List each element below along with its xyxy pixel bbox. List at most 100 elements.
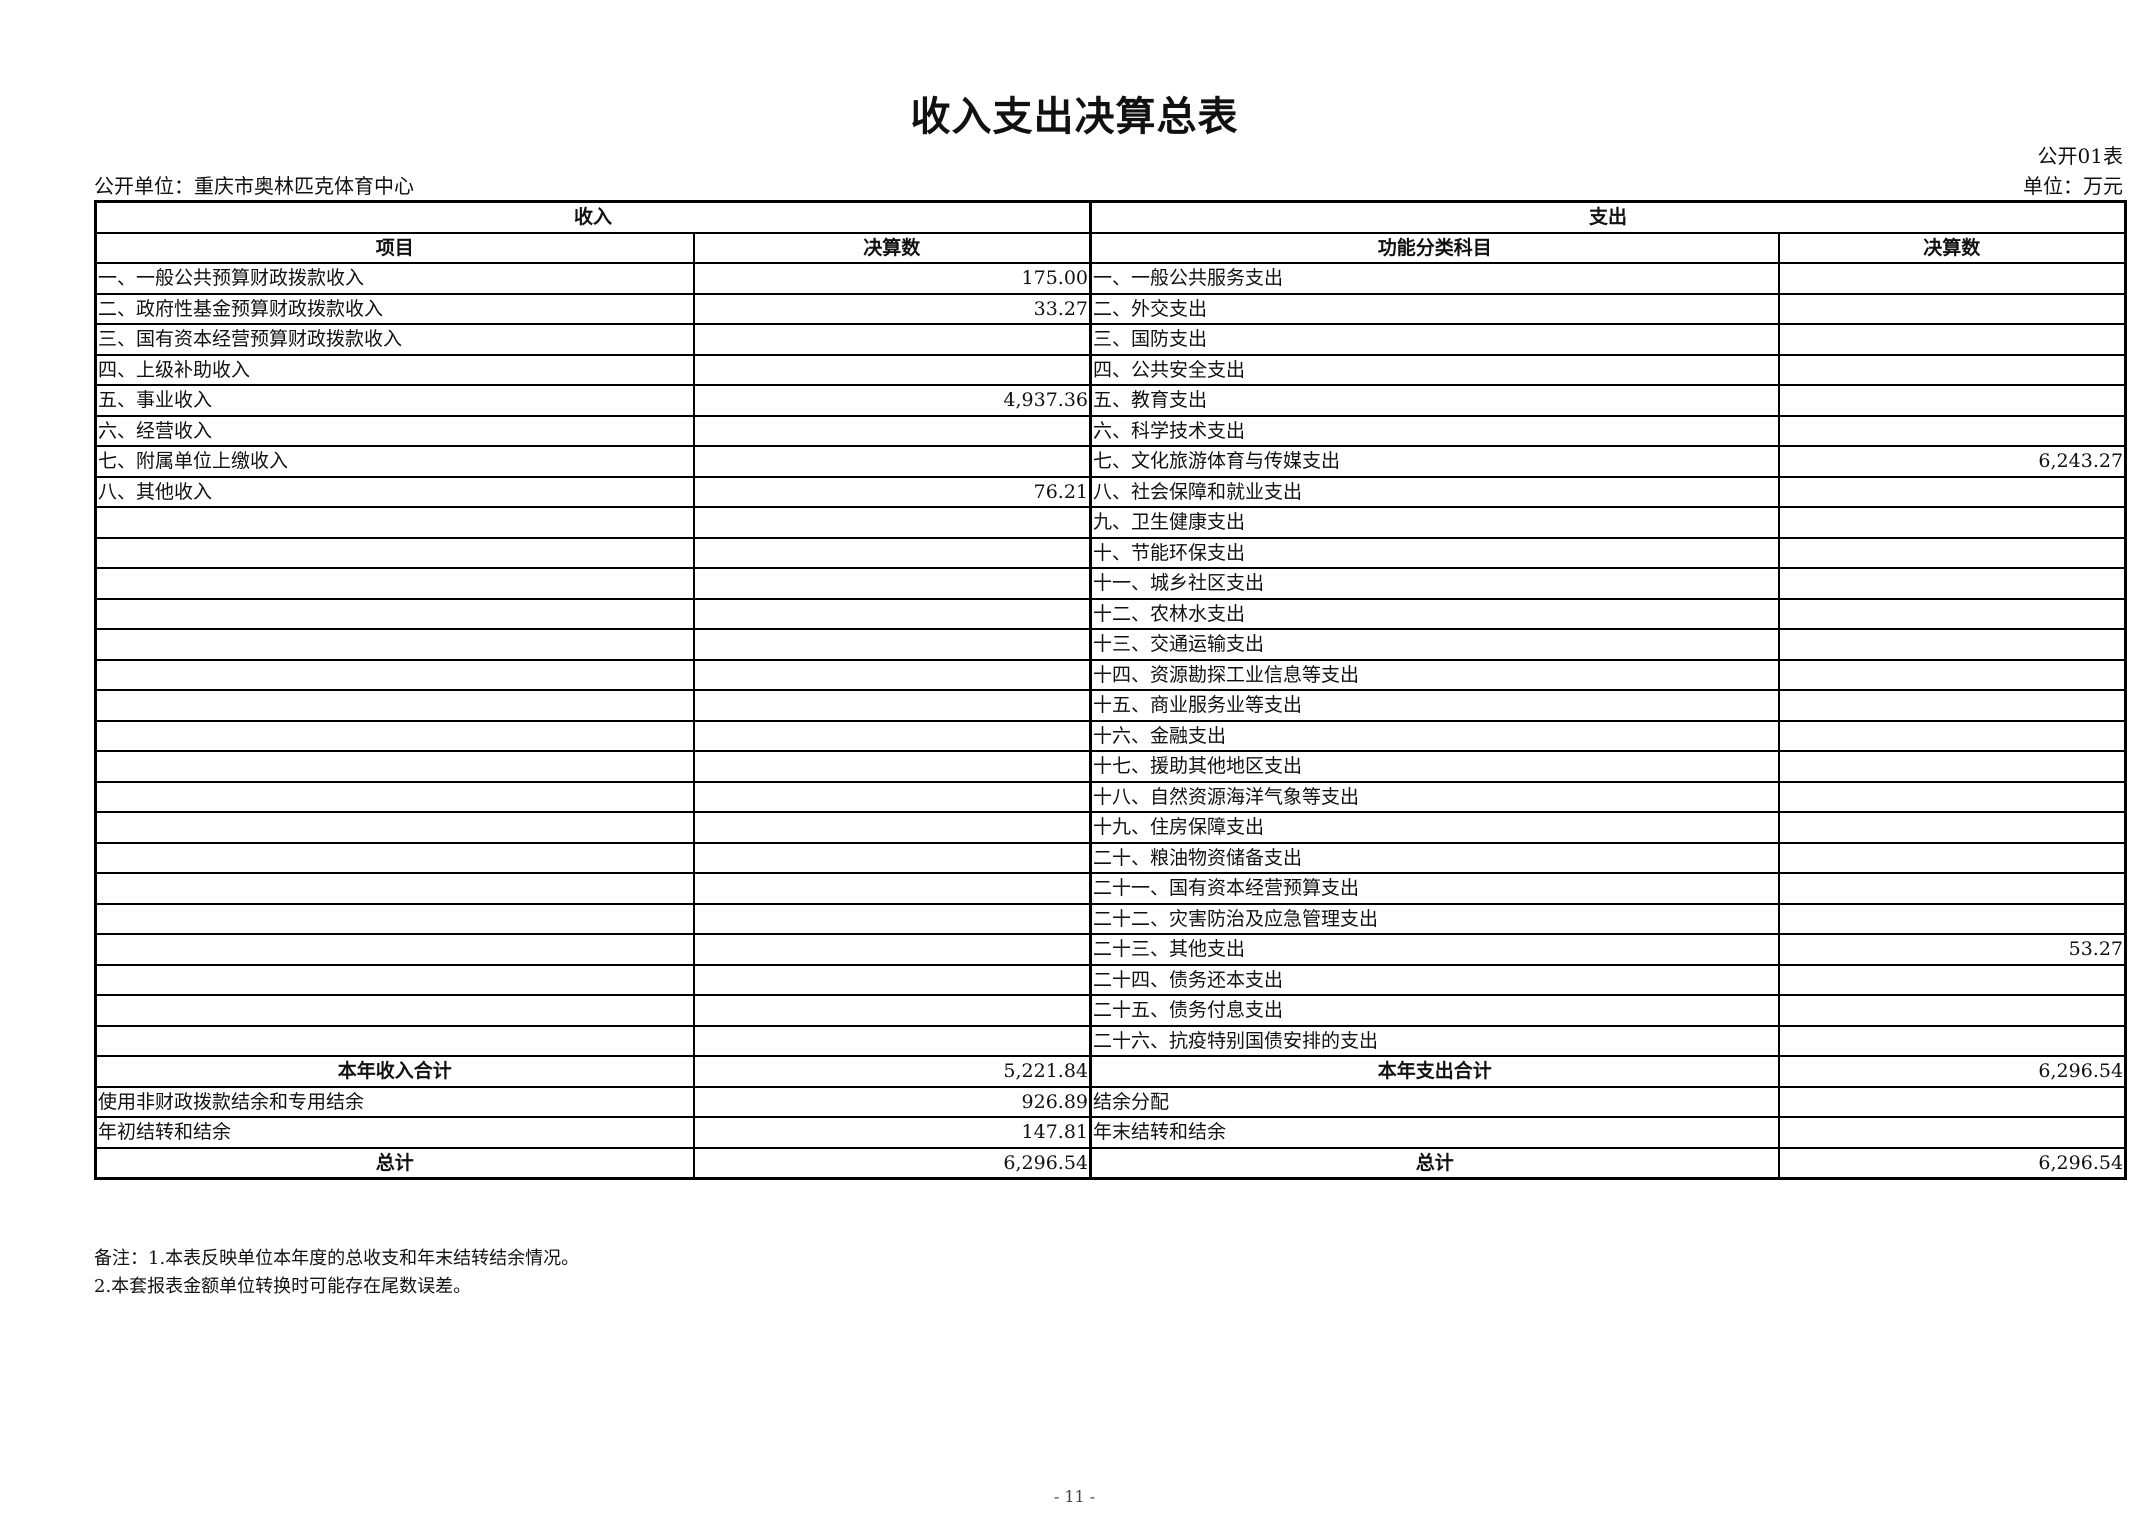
- expense-amount: 6,296.54: [1777, 1146, 2127, 1180]
- income-item-label: 使用非财政拨款结余和专用结余: [94, 1085, 695, 1118]
- expense-amount: [1777, 353, 2127, 386]
- note-2: 2.本套报表金额单位转换时可能存在尾数误差。: [94, 1276, 472, 1297]
- expense-item-label: 十五、商业服务业等支出: [1089, 689, 1780, 722]
- summary-row: 总计 6,296.54 总计 6,296.54: [94, 1146, 2127, 1180]
- income-item-label: 三、国有资本经营预算财政拨款收入: [94, 323, 695, 356]
- expense-item-label: 总计: [1089, 1146, 1780, 1180]
- expense-item-label: 十六、金融支出: [1089, 719, 1780, 752]
- expense-item-label: 二十二、灾害防治及应急管理支出: [1089, 902, 1780, 935]
- table-row: 二十、粮油物资储备支出: [94, 841, 2127, 874]
- income-item-label: 四、上级补助收入: [94, 353, 695, 386]
- table-row: 十二、农林水支出: [94, 597, 2127, 630]
- expense-item-label: 十七、援助其他地区支出: [1089, 750, 1780, 783]
- summary-row: 使用非财政拨款结余和专用结余 926.89 结余分配: [94, 1085, 2127, 1118]
- income-item-label: 五、事业收入: [94, 384, 695, 417]
- expense-amount: [1777, 689, 2127, 722]
- income-amount: 147.81: [692, 1116, 1093, 1149]
- expense-item-label: 十九、住房保障支出: [1089, 811, 1780, 844]
- table-row: 二十一、国有资本经营预算支出: [94, 872, 2127, 905]
- expense-section-header: 支出: [1089, 200, 2127, 234]
- table-row: 二十四、债务还本支出: [94, 963, 2127, 996]
- expense-item-label: 八、社会保障和就业支出: [1089, 475, 1780, 508]
- income-amount: 5,221.84: [692, 1055, 1093, 1088]
- expense-item-label: 二十五、债务付息支出: [1089, 994, 1780, 1027]
- expense-item-label: 二、外交支出: [1089, 292, 1780, 325]
- income-item-label: [94, 536, 695, 569]
- income-amount: [692, 353, 1093, 386]
- table-row: 十四、资源勘探工业信息等支出: [94, 658, 2127, 691]
- income-item-label: [94, 841, 695, 874]
- income-amount: [692, 872, 1093, 905]
- table-row: 十八、自然资源海洋气象等支出: [94, 780, 2127, 813]
- income-amount: [692, 658, 1093, 691]
- summary-row: 本年收入合计 5,221.84 本年支出合计 6,296.54: [94, 1055, 2127, 1088]
- expense-item-label: 九、卫生健康支出: [1089, 506, 1780, 539]
- expense-amount: [1777, 536, 2127, 569]
- expense-amount: [1777, 780, 2127, 813]
- income-item-label: [94, 506, 695, 539]
- expense-item-label: 结余分配: [1089, 1085, 1780, 1118]
- income-item-label: [94, 719, 695, 752]
- expense-amount: [1777, 811, 2127, 844]
- column-header-row: 项目 决算数 功能分类科目 决算数: [94, 231, 2127, 264]
- income-amount: [692, 567, 1093, 600]
- table-code: 公开01表: [2037, 144, 2123, 168]
- income-item-label: [94, 1024, 695, 1057]
- income-amount: [692, 811, 1093, 844]
- expense-item-label: 十四、资源勘探工业信息等支出: [1089, 658, 1780, 691]
- income-amount: [692, 323, 1093, 356]
- income-item-label: 一、一般公共预算财政拨款收入: [94, 262, 695, 295]
- expense-item-label: 十一、城乡社区支出: [1089, 567, 1780, 600]
- expense-amount: [1777, 963, 2127, 996]
- expense-amount: [1777, 414, 2127, 447]
- income-item-label: [94, 689, 695, 722]
- income-amount: [692, 689, 1093, 722]
- table-row: 十、节能环保支出: [94, 536, 2127, 569]
- table-row: 八、其他收入 76.21 八、社会保障和就业支出: [94, 475, 2127, 508]
- income-amount: [692, 841, 1093, 874]
- expense-item-label: 二十、粮油物资储备支出: [1089, 841, 1780, 874]
- amount-column-header: 决算数: [692, 231, 1093, 264]
- table-row: 四、上级补助收入 四、公共安全支出: [94, 353, 2127, 386]
- expense-amount: 53.27: [1777, 933, 2127, 966]
- expense-amount: [1777, 1085, 2127, 1118]
- reporting-unit: 公开单位：重庆市奥林匹克体育中心: [94, 174, 414, 198]
- expense-item-label: 二十一、国有资本经营预算支出: [1089, 872, 1780, 905]
- expense-item-label: 五、教育支出: [1089, 384, 1780, 417]
- income-amount: [692, 780, 1093, 813]
- income-amount: [692, 445, 1093, 478]
- page-number: - 11 -: [1053, 1487, 1096, 1506]
- expense-item-label: 十、节能环保支出: [1089, 536, 1780, 569]
- expense-item-label: 三、国防支出: [1089, 323, 1780, 356]
- income-item-label: [94, 902, 695, 935]
- table-row: 九、卫生健康支出: [94, 506, 2127, 539]
- expense-amount: [1777, 567, 2127, 600]
- income-item-label: 七、附属单位上缴收入: [94, 445, 695, 478]
- expense-amount: [1777, 872, 2127, 905]
- expense-amount: [1777, 719, 2127, 752]
- item-column-header: 项目: [94, 231, 695, 264]
- table-row: 十五、商业服务业等支出: [94, 689, 2127, 722]
- expense-item-label: 二十六、抗疫特别国债安排的支出: [1089, 1024, 1780, 1057]
- expense-item-label: 十二、农林水支出: [1089, 597, 1780, 630]
- expense-item-label: 二十三、其他支出: [1089, 933, 1780, 966]
- income-amount: 4,937.36: [692, 384, 1093, 417]
- expense-amount: [1777, 384, 2127, 417]
- income-item-label: [94, 872, 695, 905]
- income-amount: 33.27: [692, 292, 1093, 325]
- table-row: 二十五、债务付息支出: [94, 994, 2127, 1027]
- expense-item-label: 本年支出合计: [1089, 1055, 1780, 1088]
- income-amount: [692, 1024, 1093, 1057]
- income-item-label: [94, 933, 695, 966]
- expense-amount: [1777, 1024, 2127, 1057]
- expense-item-label: 四、公共安全支出: [1089, 353, 1780, 386]
- page-title: 收入支出决算总表: [910, 94, 1239, 140]
- table-row: 十九、住房保障支出: [94, 811, 2127, 844]
- income-item-label: [94, 750, 695, 783]
- expense-amount-column-header: 决算数: [1777, 231, 2127, 264]
- expense-amount: [1777, 841, 2127, 874]
- income-item-label: 八、其他收入: [94, 475, 695, 508]
- table-row: 十七、援助其他地区支出: [94, 750, 2127, 783]
- table-row: 二十六、抗疫特别国债安排的支出: [94, 1024, 2127, 1057]
- income-item-label: [94, 628, 695, 661]
